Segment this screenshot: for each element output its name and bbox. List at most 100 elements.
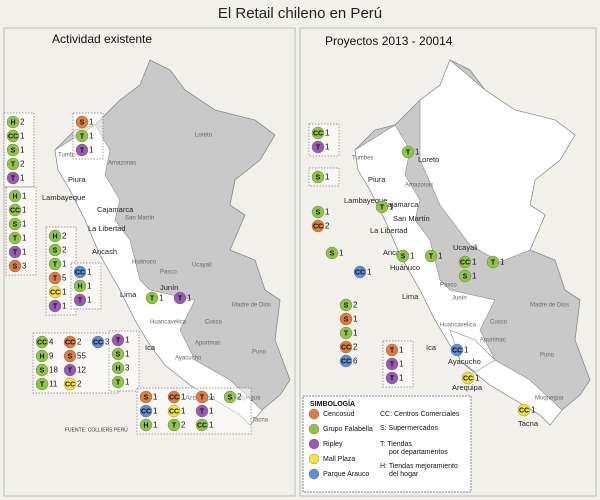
legend-label: Mall Plaza: [323, 456, 355, 463]
store-count: 1: [475, 374, 480, 383]
region-label-minor: Ayacucho: [175, 356, 202, 362]
store-icon: [167, 404, 181, 418]
region-label-minor: Madre de Dios: [232, 303, 271, 309]
marker-group: H 1CC 1S 1T 1T 1S 3: [5, 186, 37, 276]
store-icon: [223, 390, 237, 404]
store-count: 2: [62, 246, 67, 255]
store-code: T: [53, 275, 58, 282]
region-label-minor: Amazonas: [108, 161, 136, 167]
marker-group: CC 1: [461, 371, 480, 385]
store-code: CC: [141, 408, 151, 415]
store-icon: [458, 255, 472, 269]
store-count: 11: [49, 380, 58, 389]
region-label: Lima: [120, 290, 137, 299]
store-count: 1: [187, 294, 192, 303]
store-code: T: [429, 253, 434, 260]
panel-frame: [299, 27, 597, 497]
group-box: [5, 186, 37, 276]
store-icon: [311, 140, 325, 154]
store-code: S: [13, 263, 18, 270]
legend-swatch: [308, 468, 320, 480]
legend-swatch: [308, 423, 320, 435]
store-code: T: [53, 261, 58, 268]
store-icon: [8, 259, 22, 273]
store-code: CC: [169, 394, 179, 401]
store-icon: [173, 291, 187, 305]
store-code: S: [463, 273, 468, 280]
store-code: S: [344, 302, 349, 309]
store-count: 1: [125, 378, 130, 387]
region-label: Ancash: [383, 248, 408, 257]
panel-title: Proyectos 2013 - 20014: [325, 34, 453, 48]
marker-group: CC 1H 1T 1: [70, 262, 102, 310]
store-icon: [450, 343, 464, 357]
store-icon: [111, 375, 125, 389]
store-icon: [8, 231, 22, 245]
store-icon: [48, 285, 62, 299]
store-icon: [48, 229, 62, 243]
store-count: 1: [209, 407, 214, 416]
store-count: 2: [181, 421, 186, 430]
store-count: 1: [153, 393, 158, 402]
store-code: CC: [452, 347, 462, 354]
legend-code: H: Tiendas mejoramiento del hogar: [380, 463, 458, 478]
store-count: 5: [62, 274, 67, 283]
store-icon: [385, 343, 399, 357]
store-code: T: [116, 337, 121, 344]
store-icon: [385, 371, 399, 385]
marker-group: CC 1: [353, 265, 372, 279]
region-label-minor: Tumbes: [58, 153, 79, 159]
store-icon: [353, 265, 367, 279]
store-count: 1: [399, 346, 404, 355]
region-label-minor: Cusco: [205, 320, 223, 326]
region-label: Piura: [368, 175, 386, 184]
marker-group: CC 1S 1T 1: [458, 255, 505, 283]
region-label: Tacna: [518, 419, 539, 428]
store-icon: [401, 145, 415, 159]
store-count: 9: [49, 352, 54, 361]
store-icon: [6, 129, 20, 143]
store-code: S: [144, 394, 149, 401]
source: FUENTE: COLLIERS PERÚ: [65, 426, 128, 433]
store-code: S: [53, 247, 58, 254]
store-count: 1: [325, 208, 330, 217]
store-code: T: [80, 133, 85, 140]
store-code: CC: [197, 422, 207, 429]
store-icon: [48, 299, 62, 313]
store-icon: [6, 143, 20, 157]
marker-group: S 1CC 2: [311, 205, 330, 233]
store-icon: [375, 200, 389, 214]
store-icon: [458, 269, 472, 283]
store-code: T: [380, 204, 385, 211]
store-icon: [396, 249, 410, 263]
store-icon: [8, 217, 22, 231]
store-code: CC: [355, 269, 365, 276]
store-icon: [8, 245, 22, 259]
region-label-minor: Madre de Dios: [530, 303, 569, 309]
store-code: T: [390, 347, 395, 354]
region-label: San Martín: [393, 214, 430, 223]
store-count: 1: [472, 258, 477, 267]
store-code: CC: [10, 207, 20, 214]
store-icon: [63, 363, 77, 377]
store-icon: [35, 349, 49, 363]
store-count: 6: [353, 357, 358, 366]
region-label-minor: Loreto: [195, 133, 213, 139]
store-count: 1: [181, 393, 186, 402]
store-icon: [35, 363, 49, 377]
region-label-minor: Apurímac: [480, 338, 506, 344]
store-count: 1: [125, 350, 130, 359]
store-code: CC: [341, 358, 351, 365]
store-code: T: [80, 147, 85, 154]
region-label-minor: Amazonas: [405, 183, 433, 189]
store-count: 1: [353, 329, 358, 338]
store-code: CC: [313, 223, 323, 230]
store-icon: [339, 298, 353, 312]
store-count: 1: [22, 192, 27, 201]
store-count: 1: [153, 421, 158, 430]
store-code: H: [12, 193, 17, 200]
region-label: Ica: [145, 343, 156, 352]
marker-group: CC 1: [517, 403, 536, 417]
